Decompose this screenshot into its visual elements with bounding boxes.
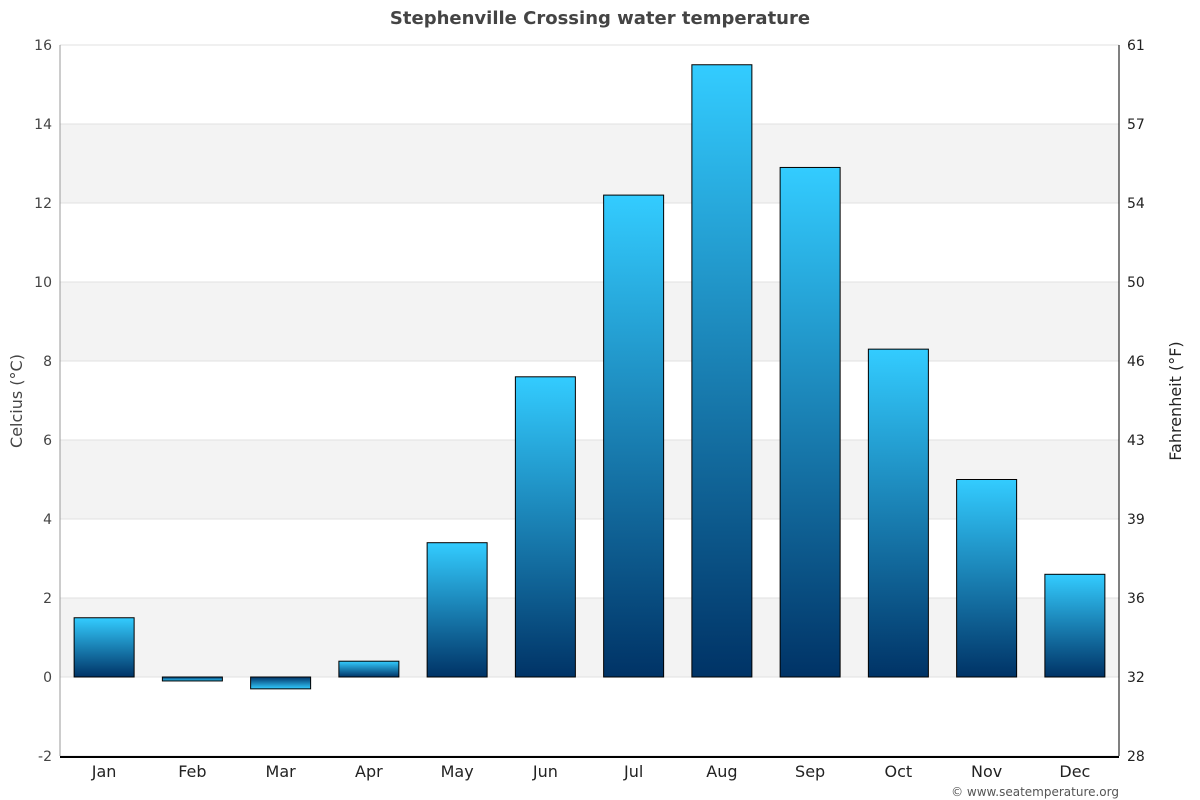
bar-jan xyxy=(73,617,135,678)
bars xyxy=(73,64,1106,690)
y-right-tick-label: 28 xyxy=(1127,749,1145,765)
tick-labels: -2 28 0 32 2 36 4 39 6 43 8 46 10 50 12 54 14 57 16 61 Jan Fe… xyxy=(34,38,1145,781)
y-right-tick-label: 50 xyxy=(1127,275,1145,291)
x-tick-label: Mar xyxy=(266,762,297,781)
y-tick-label: 14 xyxy=(34,117,52,133)
y-right-tick-label: 43 xyxy=(1127,433,1145,449)
grid-band xyxy=(60,124,1119,203)
y-tick-label: 8 xyxy=(43,354,52,370)
y-tick-label: 12 xyxy=(34,196,52,212)
grid-bands xyxy=(60,124,1119,677)
y-tick-label: 16 xyxy=(34,38,52,54)
y-tick-label: 2 xyxy=(43,591,52,607)
bar-mar xyxy=(250,676,312,690)
y-tick-label: 0 xyxy=(43,670,52,686)
y-tick-label: 10 xyxy=(34,275,52,291)
grid-band xyxy=(60,598,1119,677)
x-tick-label: Nov xyxy=(971,762,1002,781)
bar-aug xyxy=(691,64,753,678)
y-right-tick-label: 57 xyxy=(1127,117,1145,133)
x-tick-label: Dec xyxy=(1059,762,1090,781)
bar-nov xyxy=(956,479,1018,678)
x-tick-label: Oct xyxy=(885,762,913,781)
chart-title: Stephenville Crossing water temperature xyxy=(390,8,810,29)
y-axis-right-label: Fahrenheit (°F) xyxy=(1166,341,1185,460)
bar-feb xyxy=(161,676,223,682)
bar-apr xyxy=(338,660,400,678)
y-right-tick-label: 54 xyxy=(1127,196,1145,212)
x-tick-label: Aug xyxy=(706,762,737,781)
grid-band xyxy=(60,282,1119,361)
y-right-tick-label: 46 xyxy=(1127,354,1145,370)
y-right-tick-label: 36 xyxy=(1127,591,1145,607)
y-tick-label: -2 xyxy=(38,749,52,765)
bar-may xyxy=(426,542,488,678)
axes xyxy=(59,45,1120,758)
x-tick-label: Feb xyxy=(178,762,206,781)
y-tick-label: 6 xyxy=(43,433,52,449)
bar-sep xyxy=(779,166,841,678)
bar-dec xyxy=(1044,573,1106,678)
grid-band xyxy=(60,440,1119,519)
x-tick-label: Apr xyxy=(355,762,383,781)
y-right-tick-label: 61 xyxy=(1127,38,1145,54)
x-tick-label: Jun xyxy=(532,762,558,781)
y-axis-label: Celcius (°C) xyxy=(7,354,26,448)
y-tick-label: 4 xyxy=(43,512,52,528)
x-tick-label: Sep xyxy=(795,762,825,781)
bar-oct xyxy=(867,348,929,678)
bar-jun xyxy=(514,376,576,678)
x-tick-label: Jan xyxy=(91,762,117,781)
credit[interactable]: © www.seatemperature.org xyxy=(951,785,1119,799)
bar-jul xyxy=(603,194,665,678)
y-right-tick-label: 32 xyxy=(1127,670,1145,686)
y-right-tick-label: 39 xyxy=(1127,512,1145,528)
x-tick-label: Jul xyxy=(623,762,643,781)
x-tick-label: May xyxy=(441,762,474,781)
